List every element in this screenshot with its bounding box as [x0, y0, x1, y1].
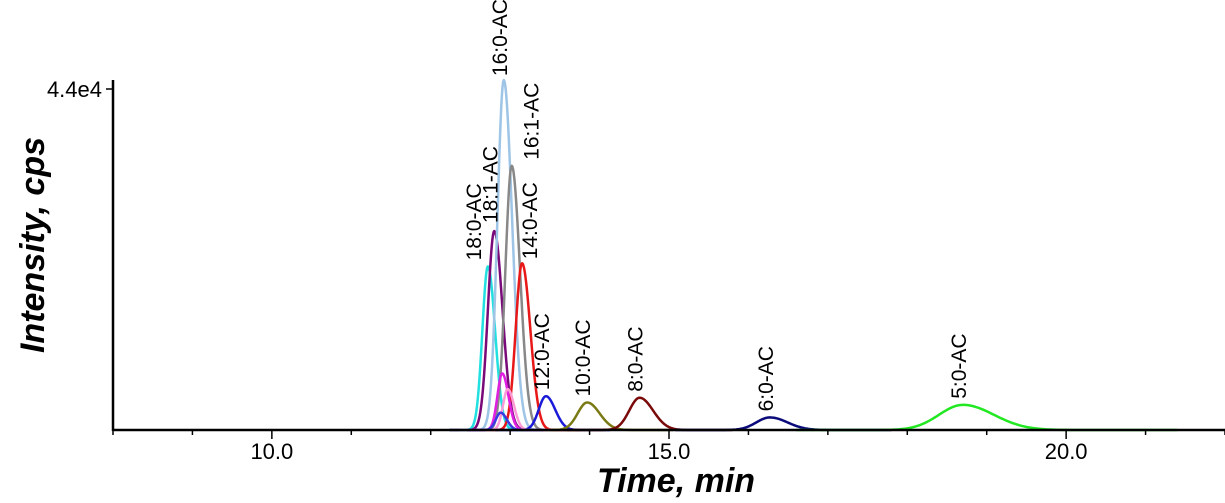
x-tick-label: 20.0: [1045, 439, 1088, 464]
peak-label-18-1-ac: 18:1-AC: [479, 146, 502, 223]
peak-label-16-0-ac: 16:0-AC: [489, 0, 512, 76]
tick-layer: 10.0 15.0 20.0 4.4e4: [47, 77, 1225, 464]
x-tick-label: 15.0: [648, 439, 691, 464]
peak-label-18-0-ac: 18:0-AC: [463, 183, 486, 260]
y-axis-title: Intensity, cps: [14, 137, 52, 353]
peak-trace-6-0-ac: [675, 416, 892, 432]
peak-trace-8-0-ac: [567, 396, 733, 432]
peak-label-12-0-ac: 12:0-AC: [531, 313, 554, 390]
peak-trace-5-0-ac: [796, 403, 1178, 432]
peak-label-5-0-ac: 5:0-AC: [948, 333, 971, 398]
series-layer: [448, 78, 1178, 432]
peak-label-10-0-ac: 10:0-AC: [572, 319, 595, 396]
peak-label-14-0-ac: 14:0-AC: [519, 182, 542, 259]
axes-layer: [111, 80, 1225, 432]
x-tick-label: 10.0: [250, 439, 293, 464]
y-tick-label: 4.4e4: [47, 77, 102, 102]
peak-label-6-0-ac: 6:0-AC: [755, 346, 778, 411]
x-axis-title: Time, min: [597, 462, 755, 500]
peak-label-8-0-ac: 8:0-AC: [625, 326, 648, 391]
peak-label-16-1-ac: 16:1-AC: [521, 83, 544, 160]
